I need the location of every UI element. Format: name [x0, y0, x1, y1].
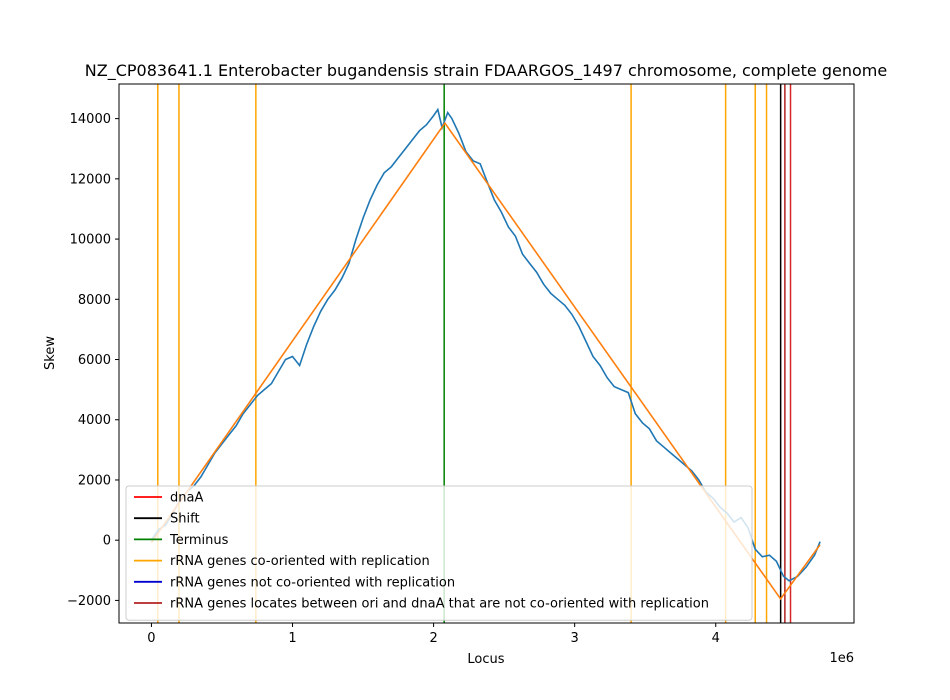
x-tick-label: 1: [288, 631, 296, 646]
y-tick-label: 0: [103, 534, 111, 549]
y-tick-label: 14000: [70, 112, 111, 127]
legend-entry: Shift: [170, 512, 200, 527]
legend-entry: rRNA genes not co-oriented with replicat…: [170, 575, 455, 590]
x-tick-label: 4: [712, 631, 720, 646]
legend-box: [125, 485, 753, 621]
series-line-1: [150, 121, 821, 601]
y-tick-label: 6000: [78, 353, 111, 368]
y-tick-label: −2000: [67, 594, 111, 609]
x-axis: 0 1 2 3 4: [147, 623, 720, 646]
legend-entry: dnaA: [170, 491, 203, 506]
legend-entry: Terminus: [169, 533, 229, 548]
plot-frame: [118, 83, 855, 624]
y-axis: −2000 0 2000 4000 6000 8000 10000 12000 14000: [67, 112, 119, 609]
legend: dnaA Shift Terminus rRNA genes co-oriented …: [125, 485, 753, 621]
legend-entry: rRNA genes locates between ori and dnaA …: [170, 597, 709, 612]
chart-title: NZ_CP083641.1 Enterobacter bugandensis s…: [85, 61, 887, 81]
legend-entry: rRNA genes co-oriented with replication: [170, 554, 430, 569]
x-tick-label: 0: [147, 631, 155, 646]
x-tick-label: 3: [571, 631, 579, 646]
y-tick-label: 4000: [78, 413, 111, 428]
y-tick-label: 2000: [78, 473, 111, 488]
y-tick-label: 8000: [78, 293, 111, 308]
x-axis-label: Locus: [467, 652, 504, 667]
y-axis-label: Skew: [43, 336, 58, 370]
y-tick-label: 10000: [70, 233, 111, 248]
y-tick-label: 12000: [70, 172, 111, 187]
x-tick-label: 2: [429, 631, 437, 646]
x-axis-offset-label: 1e6: [829, 651, 854, 666]
